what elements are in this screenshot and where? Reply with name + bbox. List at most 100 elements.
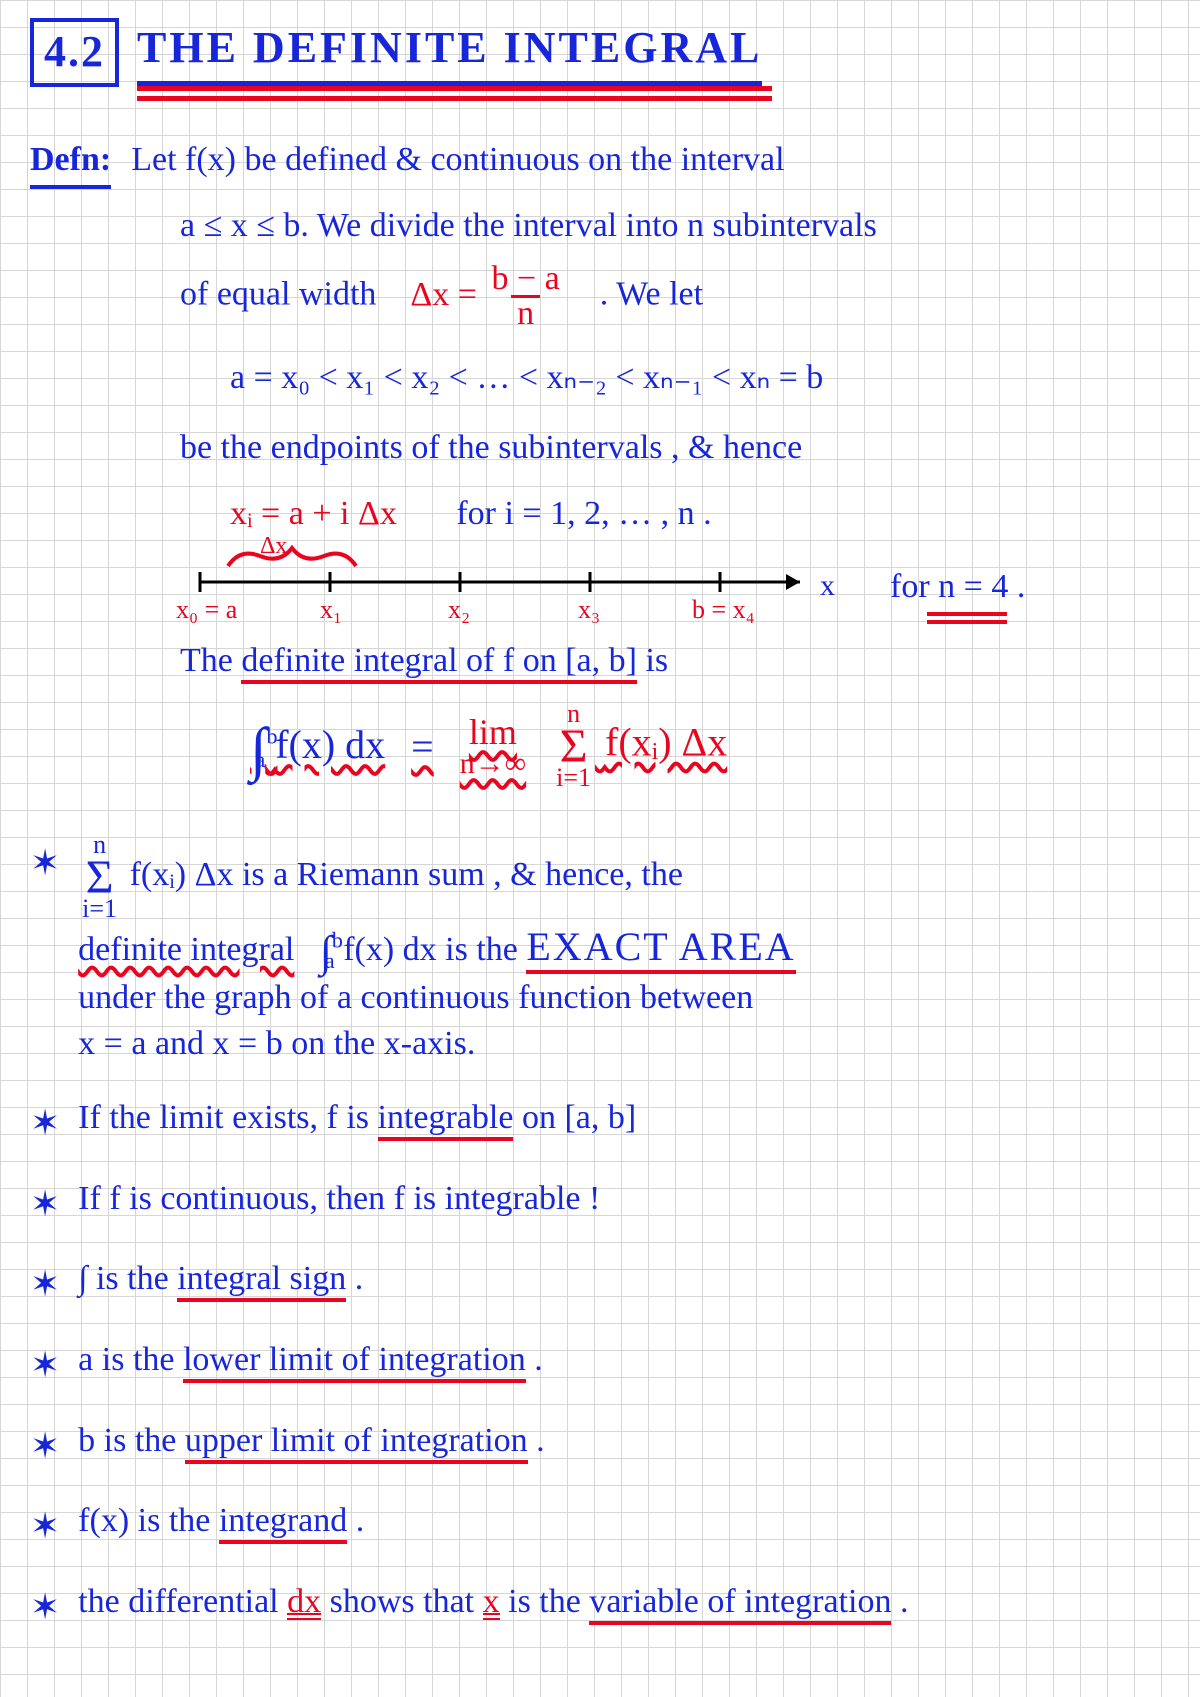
text: b is the [78, 1422, 185, 1459]
defn-line-6: The definite integral of f on [a, b] is [30, 638, 1170, 684]
tick-label-4: b = x₄ [692, 592, 755, 627]
star-icon: ✶ [30, 1099, 60, 1148]
defn-line-2: a ≤ x ≤ b. We divide the interval into n… [30, 203, 1170, 249]
text: on [a, b] [522, 1099, 636, 1136]
keyword: integral sign [177, 1260, 346, 1302]
star-icon: ✶ [30, 1422, 60, 1471]
inline-integral: ∫ba f(x) dx [320, 931, 445, 968]
star-icon: ✶ [30, 839, 60, 1067]
tick-label-3: x₃ [578, 592, 600, 627]
sum-bottom: i=1 [556, 768, 591, 789]
dx-symbol: dx [287, 1583, 321, 1620]
bullet-body: If the limit exists, f is integrable on … [78, 1095, 636, 1148]
bullet-riemann: ✶ n Σ i=1 f(xᵢ) Δx is a Riemann sum , & … [30, 835, 1170, 1067]
equals: = [411, 720, 434, 774]
sum-body: f(xᵢ) Δx [605, 720, 727, 765]
text: for n = 4 . [890, 568, 1025, 605]
bullet-body: the differential dx shows that x is the … [78, 1579, 908, 1632]
text: x = a and x = b on the x-axis. [78, 1025, 475, 1062]
bullet-body: f(x) is the integrand . [78, 1498, 364, 1551]
title-row: 4.2 THE DEFINITE INTEGRAL [30, 18, 1170, 87]
denominator: n [511, 295, 540, 330]
delta-x-brace-label: Δx [260, 530, 287, 562]
lower: a [325, 948, 335, 973]
definite-integral-phrase: definite integral [78, 931, 294, 968]
delta-x-equation: Δx = b − a n [410, 276, 574, 313]
text: . [900, 1583, 909, 1620]
riemann-sum: n Σ i=1 f(xᵢ) Δx [552, 704, 727, 789]
keyword: integrable [378, 1099, 514, 1141]
text: the differential [78, 1583, 287, 1620]
bullet-lower-limit: ✶ a is the lower limit of integration . [30, 1337, 1170, 1390]
star-icon: ✶ [30, 1180, 60, 1229]
defn-line-1: Let f(x) be defined & continuous on the … [131, 137, 784, 189]
text: is [645, 642, 668, 679]
number-line: Δx x₀ = a x₁ x₂ x₃ b = x₄ x for n = [200, 542, 1170, 632]
text: shows that [330, 1583, 483, 1620]
text: is the [445, 931, 526, 968]
sum-body: f(xᵢ) Δx [130, 856, 234, 893]
text: If the limit exists, f is [78, 1099, 377, 1136]
lim-bottom: n→∞ [460, 750, 526, 779]
text: . [355, 1260, 364, 1297]
star-icon: ✶ [30, 1502, 60, 1551]
defn-label: Defn: [30, 137, 111, 189]
defn-line-5: be the endpoints of the subintervals , &… [30, 425, 1170, 471]
defn-block: Defn: Let f(x) be defined & continuous o… [30, 137, 1170, 189]
section-number-box: 4.2 [30, 18, 119, 87]
bullet-continuous: ✶ If f is continuous, then f is integrab… [30, 1176, 1170, 1229]
text: . [536, 1422, 545, 1459]
star-icon: ✶ [30, 1341, 60, 1390]
xi-equation: xᵢ = a + i Δx [230, 495, 397, 532]
text: a is the [78, 1341, 183, 1378]
bullet-body: b is the upper limit of integration . [78, 1418, 544, 1471]
bullet-differential: ✶ the differential dx shows that x is th… [30, 1579, 1170, 1632]
numerator: b − a [485, 263, 565, 295]
bullet-upper-limit: ✶ b is the upper limit of integration . [30, 1418, 1170, 1471]
partition-chain: a = x₀ < x₁ < x₂ < … < xₙ₋₂ < xₙ₋₁ < xₙ … [30, 355, 1170, 401]
keyword: integrand [219, 1502, 347, 1544]
bullet-body: If f is continuous, then f is integrable… [78, 1176, 600, 1229]
bullet-integral-sign: ✶ ∫ is the integral sign . [30, 1256, 1170, 1309]
lower: a [255, 747, 265, 772]
text: is a Riemann sum , & hence, the [242, 856, 683, 893]
text: . [534, 1341, 543, 1378]
main-equation: ∫ba f(x) dx = lim n→∞ n Σ i=1 f(xᵢ) Δx [250, 704, 1170, 789]
integrand: f(x) dx [275, 722, 385, 767]
tick-label-0: x₀ = a [176, 592, 237, 627]
xi-equation-row: xᵢ = a + i Δx for i = 1, 2, … , n . [30, 491, 1170, 537]
page: 4.2 THE DEFINITE INTEGRAL Defn: Let f(x)… [0, 0, 1200, 1661]
sum-bottom: i=1 [82, 899, 117, 920]
bullet-body: ∫ is the integral sign . [78, 1256, 363, 1309]
defn-line-3: of equal width Δx = b − a n . We let [30, 263, 1170, 331]
tick-label-2: x₂ [448, 592, 470, 627]
bullet-integrand: ✶ f(x) is the integrand . [30, 1498, 1170, 1551]
integral: ∫ba f(x) dx [250, 718, 385, 775]
text: of equal width [180, 276, 376, 313]
integrand: f(x) dx [343, 931, 436, 968]
text: under the graph of a continuous function… [78, 979, 753, 1016]
axis-label: x [820, 566, 835, 607]
limit: lim n→∞ [460, 715, 526, 778]
keyword: variable of integration [589, 1583, 891, 1625]
tick-label-1: x₁ [320, 592, 342, 627]
text: ∫ is the [78, 1260, 177, 1297]
bullet-integrable: ✶ If the limit exists, f is integrable o… [30, 1095, 1170, 1148]
numline-aside: for n = 4 . [890, 564, 1025, 610]
keyword: lower limit of integration [183, 1341, 526, 1383]
text: . [356, 1502, 365, 1539]
keyword: upper limit of integration [185, 1422, 528, 1464]
lhs: Δx = [410, 276, 477, 313]
text: is the [508, 1583, 589, 1620]
text: . We let [600, 276, 703, 313]
star-icon: ✶ [30, 1583, 60, 1632]
definite-integral-phrase: definite integral of f on [a, b] [241, 642, 637, 684]
xi-condition: for i = 1, 2, … , n . [456, 495, 711, 532]
text: f(x) is the [78, 1502, 219, 1539]
lim-top: lim [463, 715, 523, 749]
x-symbol: x [483, 1583, 500, 1620]
page-title: THE DEFINITE INTEGRAL [137, 18, 762, 86]
star-icon: ✶ [30, 1260, 60, 1309]
exact-area: EXACT AREA [526, 924, 795, 974]
bullet-body: a is the lower limit of integration . [78, 1337, 543, 1390]
